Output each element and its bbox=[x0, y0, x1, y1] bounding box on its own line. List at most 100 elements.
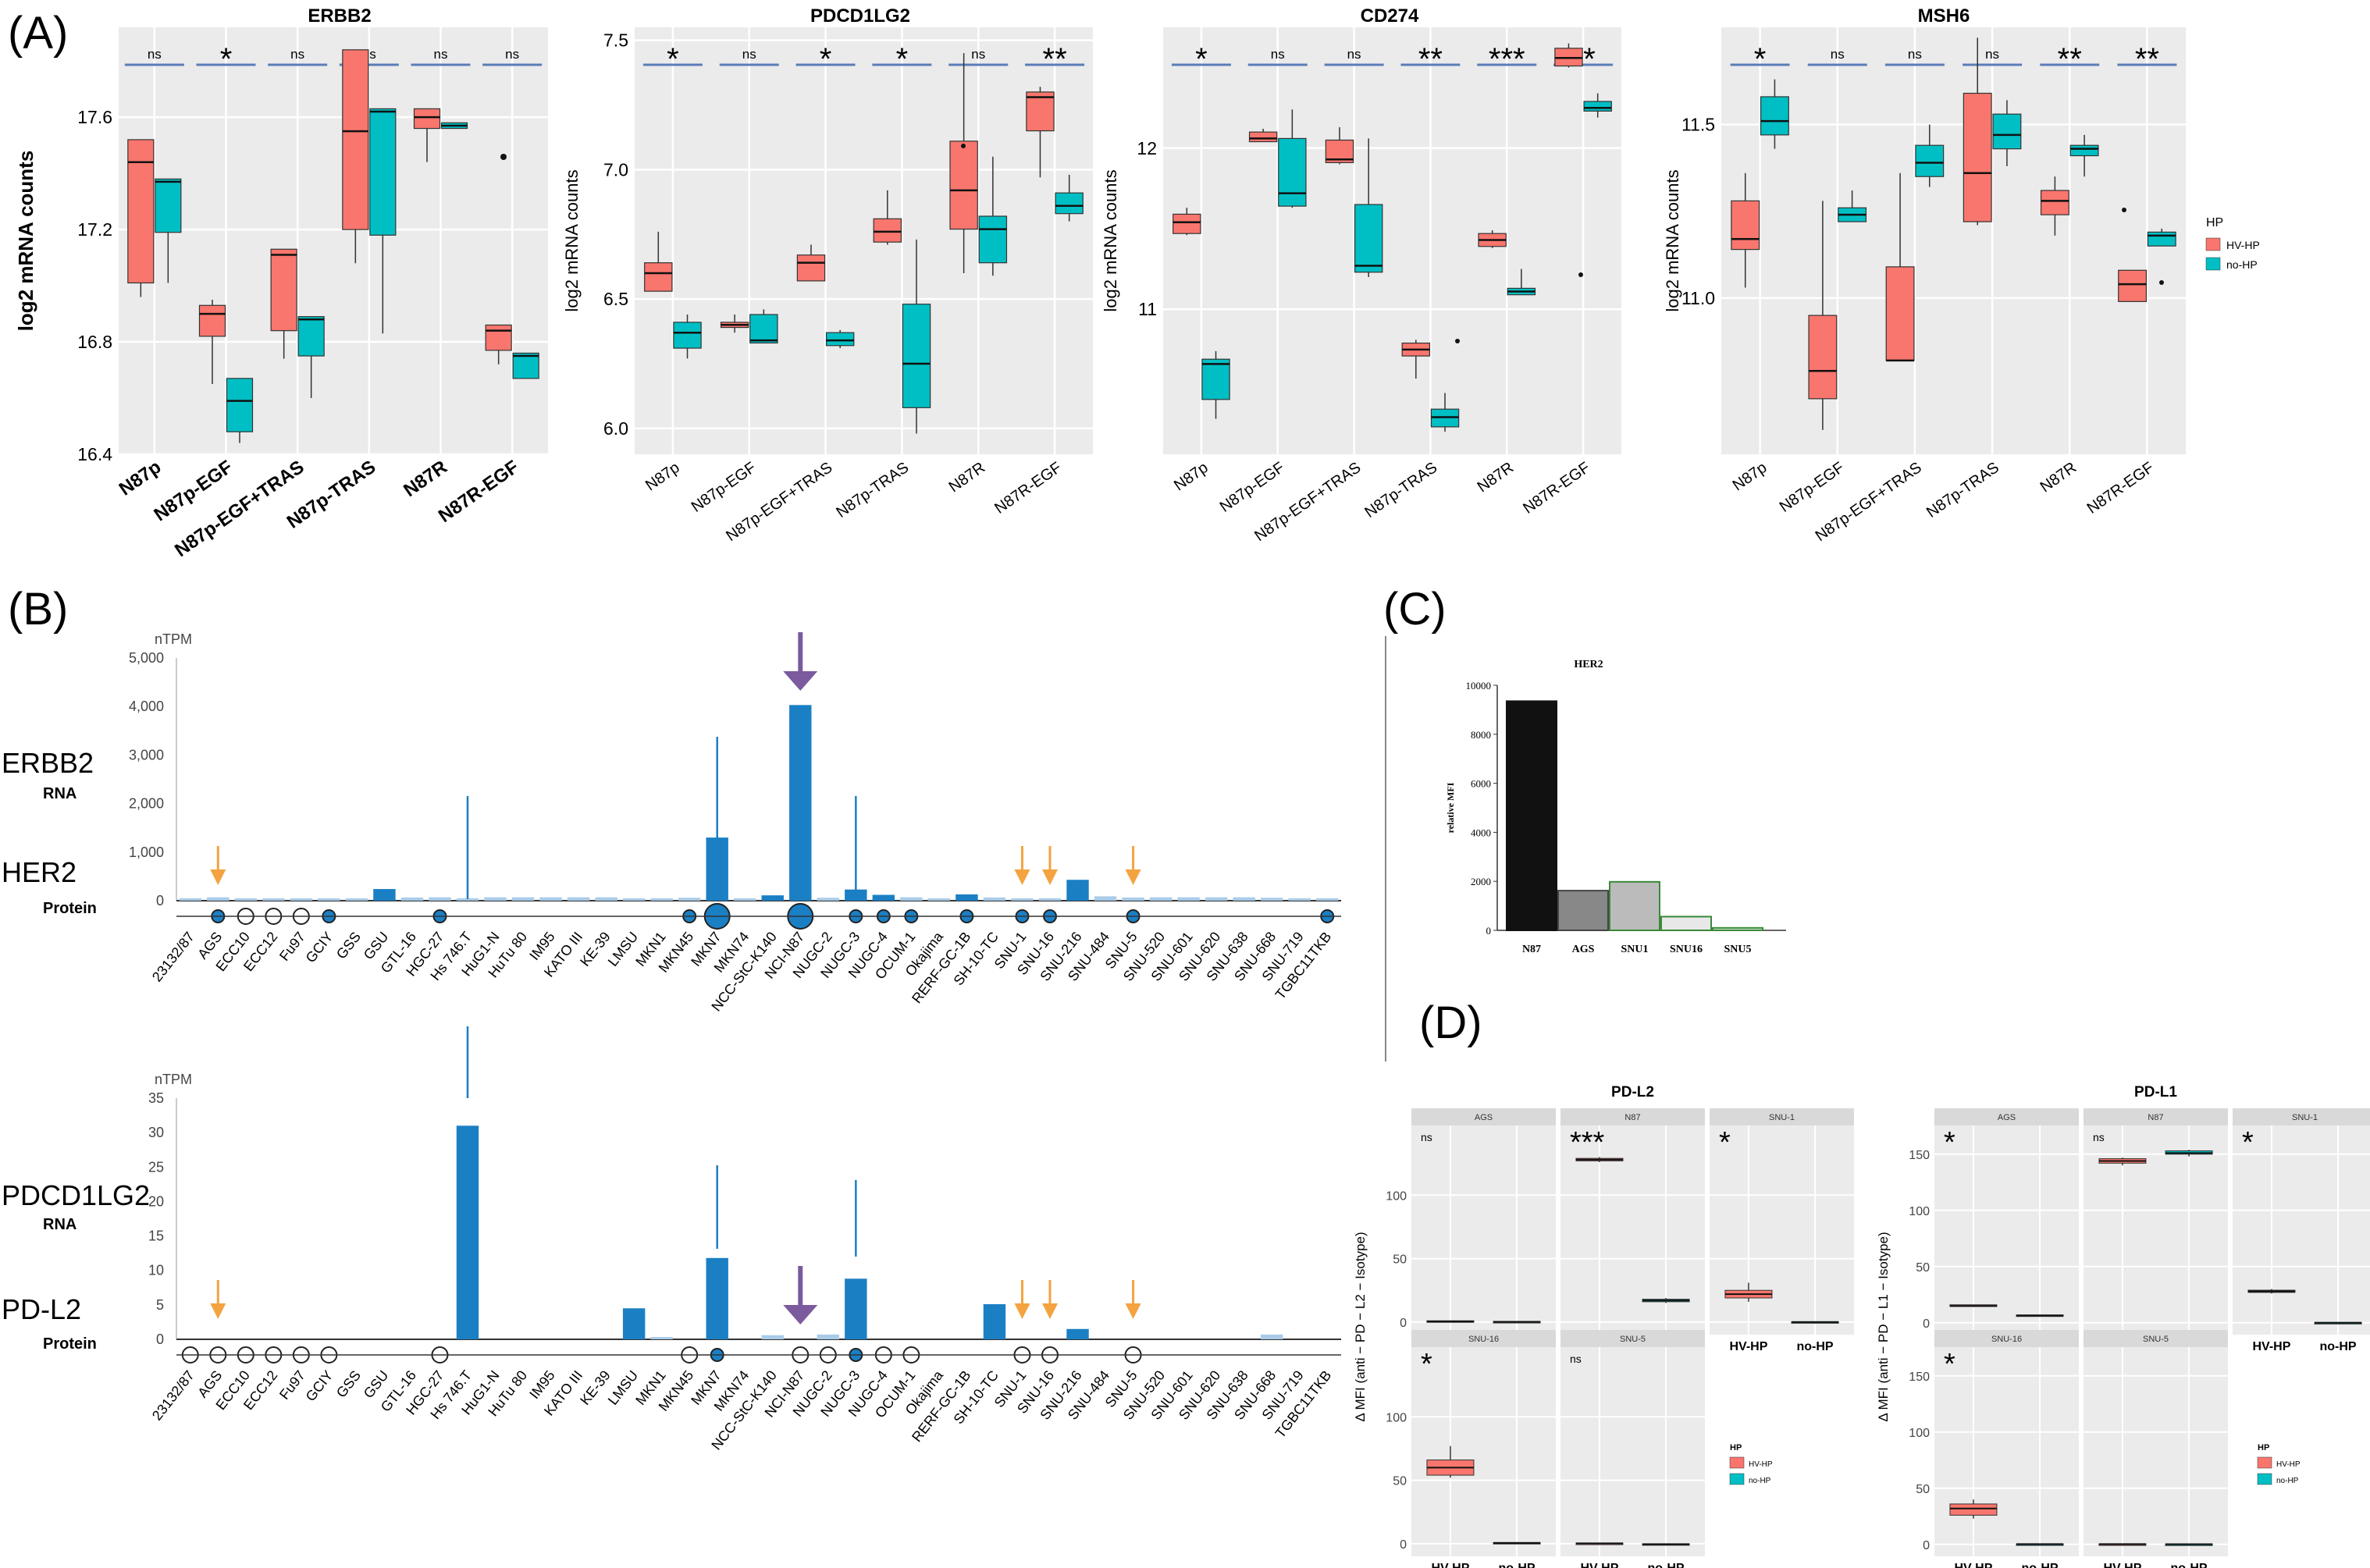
facet-background bbox=[2233, 1125, 2370, 1335]
x-tick-label: N87p bbox=[1730, 459, 1770, 494]
significance-label: *** bbox=[1489, 42, 1525, 76]
y-tick-label: 0 bbox=[156, 893, 164, 908]
y-axis-label: Δ MFI (anti − PD − L1 − Isotype) bbox=[1876, 1232, 1891, 1421]
facet-strip bbox=[2084, 1330, 2228, 1347]
bar-SNU-216 bbox=[1066, 880, 1089, 901]
y-tick-label: 5 bbox=[156, 1297, 164, 1313]
x-tick-label: N87p-TRAS bbox=[1361, 459, 1440, 521]
panel-b: nTPM01,0002,0003,0004,0005,00023132/87AG… bbox=[2, 631, 1341, 1452]
x-tick-label: N87p-EGF+TRAS bbox=[171, 457, 308, 561]
significance-label: ** bbox=[1043, 42, 1067, 76]
y-tick-label: 0 bbox=[1400, 1538, 1407, 1552]
bar-N87 bbox=[1506, 700, 1557, 931]
y-tick-label: 2,000 bbox=[129, 796, 164, 812]
y-tick-label: 100 bbox=[1909, 1427, 1930, 1440]
bar-AGS bbox=[1557, 890, 1609, 931]
bar-KE-39 bbox=[595, 897, 617, 901]
y-tick-label: 12 bbox=[1137, 138, 1157, 158]
x-tick-label: LMSU bbox=[605, 1367, 642, 1408]
significance-label: * bbox=[220, 42, 233, 76]
significance-label: ns bbox=[1421, 1131, 1432, 1143]
facet-background bbox=[1411, 1347, 1556, 1556]
y-tick-label: 6000 bbox=[1471, 778, 1491, 790]
row-label-rna: RNA bbox=[43, 1216, 77, 1233]
significance-label: ns bbox=[971, 47, 985, 62]
x-tick-label: SNU1 bbox=[1621, 944, 1648, 955]
x-tick-label: 23132/87 bbox=[149, 929, 198, 984]
chart-cd274: CD2741112N87p*N87p-EGFnsN87p-EGF+TRASnsN… bbox=[1101, 5, 1621, 545]
significance-label: * bbox=[820, 42, 832, 76]
y-tick-label: 50 bbox=[1393, 1475, 1407, 1488]
bar-NCI-N87 bbox=[789, 705, 812, 901]
x-tick-label: N87R bbox=[400, 457, 451, 501]
y-tick-label: 17.2 bbox=[77, 219, 112, 240]
row-label-gene: ERBB2 bbox=[2, 747, 94, 779]
facet-background bbox=[1560, 1347, 1705, 1556]
outlier-point bbox=[2122, 208, 2126, 212]
y-tick-label: 16.8 bbox=[77, 332, 112, 352]
facet-strip bbox=[1934, 1330, 2079, 1347]
chart-erbb2: ERBB216.416.817.217.6N87pnsN87p-EGF*N87p… bbox=[14, 5, 548, 561]
x-tick-label: AGS bbox=[1572, 944, 1595, 955]
y-tick-label: 5,000 bbox=[129, 650, 164, 666]
y-tick-label: 10 bbox=[148, 1263, 164, 1278]
legend-label: HV-HP bbox=[1749, 1460, 1773, 1469]
box-no-hp bbox=[2147, 231, 2176, 247]
purple-arrow-head bbox=[783, 1305, 818, 1324]
x-tick-label: GCIY bbox=[303, 929, 336, 965]
x-tick-label: LMSU bbox=[605, 929, 642, 969]
x-tick-label: HV-HP bbox=[2252, 1340, 2290, 1353]
box-no-hp bbox=[749, 314, 778, 344]
bar-KATO III bbox=[567, 897, 590, 901]
panel-label-d: (D) bbox=[1419, 997, 1482, 1048]
y-tick-label: 30 bbox=[148, 1125, 164, 1140]
bar-GTL-16 bbox=[400, 897, 424, 901]
facet-background bbox=[1710, 1125, 1854, 1335]
bar-MKN1 bbox=[650, 1337, 673, 1339]
bar-SNU-638 bbox=[1233, 897, 1255, 901]
significance-label: * bbox=[1719, 1126, 1731, 1159]
plot-background bbox=[635, 27, 1093, 454]
row-label-protein: Protein bbox=[43, 900, 97, 917]
purple-arrow-head bbox=[783, 671, 818, 691]
x-tick-label: Fu97 bbox=[276, 1367, 308, 1403]
facet-label: SNU-1 bbox=[2292, 1113, 2318, 1122]
box-hv-hp bbox=[1731, 200, 1760, 251]
box-hv-hp bbox=[949, 140, 978, 230]
box-hv-hp bbox=[413, 108, 441, 130]
x-tick-label: no-HP bbox=[1647, 1562, 1684, 1568]
significance-label: ns bbox=[148, 47, 162, 62]
box-no-hp bbox=[673, 322, 702, 349]
legend-label: no-HP bbox=[1749, 1477, 1771, 1485]
chart-title: PD-L1 bbox=[2134, 1084, 2177, 1100]
x-tick-label: HV-HP bbox=[1954, 1562, 1992, 1568]
bar-SNU-668 bbox=[1260, 898, 1283, 901]
bar-ECC10 bbox=[234, 898, 258, 901]
x-tick-label: N87p bbox=[1171, 459, 1212, 494]
bar-Hs 746.T bbox=[456, 1125, 479, 1339]
box-no-hp bbox=[155, 178, 182, 233]
x-tick-label: HV-HP bbox=[1580, 1562, 1618, 1568]
plot-background bbox=[119, 27, 548, 454]
y-tick-label: 150 bbox=[1909, 1371, 1930, 1384]
y-tick-label: 6.0 bbox=[603, 418, 628, 439]
significance-label: ns bbox=[1908, 47, 1922, 62]
chart-msh6: MSH611.011.5N87p*N87p-EGFnsN87p-EGF+TRAS… bbox=[1663, 5, 2186, 545]
y-tick-label: 11.5 bbox=[1681, 115, 1715, 135]
legend-swatch-no bbox=[1729, 1473, 1745, 1485]
y-tick-label: 100 bbox=[1909, 1205, 1930, 1218]
facet-label: SNU-16 bbox=[1468, 1335, 1499, 1344]
bar-RERF-GC-1B bbox=[955, 894, 978, 901]
facet-label: AGS bbox=[1998, 1113, 2016, 1122]
bar-NUGC-2 bbox=[817, 1334, 840, 1339]
bar-GSU bbox=[373, 889, 396, 901]
significance-label: ** bbox=[2058, 42, 2082, 76]
legend-title: HP bbox=[2258, 1443, 2269, 1452]
box-no-hp bbox=[978, 215, 1008, 264]
significance-label: * bbox=[896, 42, 909, 76]
chart-pd-l1: PD-L1 AGS 0 50 100 150 * N87 ns SNU-1 * HV-HP no-HP S… bbox=[1876, 1084, 2370, 1568]
bar-MKN45 bbox=[678, 898, 701, 901]
significance-label: ** bbox=[1418, 42, 1443, 76]
chart-title: PDCD1LG2 bbox=[810, 5, 910, 27]
x-tick-label: N87R-EGF bbox=[1520, 459, 1593, 517]
